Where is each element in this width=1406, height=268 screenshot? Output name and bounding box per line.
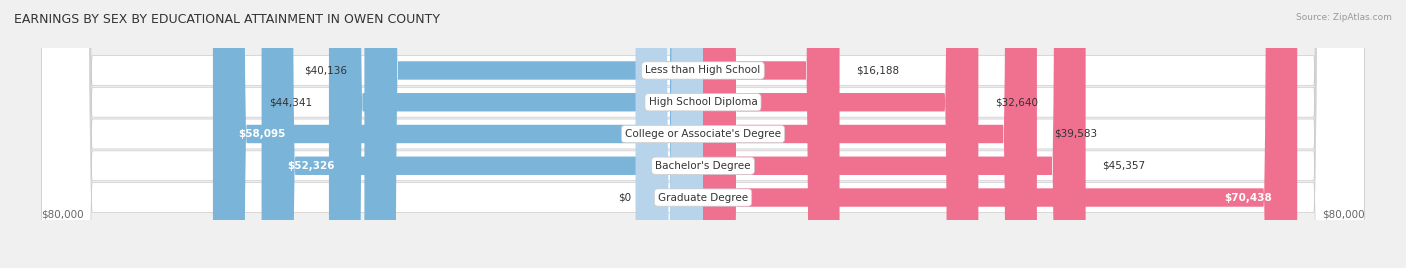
- Text: $0: $0: [619, 192, 631, 203]
- FancyBboxPatch shape: [703, 0, 979, 268]
- FancyBboxPatch shape: [703, 0, 839, 268]
- Text: $32,640: $32,640: [995, 97, 1038, 107]
- FancyBboxPatch shape: [703, 0, 1085, 268]
- Text: $44,341: $44,341: [269, 97, 312, 107]
- Text: $40,136: $40,136: [305, 65, 347, 76]
- FancyBboxPatch shape: [42, 0, 1364, 268]
- FancyBboxPatch shape: [42, 0, 1364, 268]
- Text: EARNINGS BY SEX BY EDUCATIONAL ATTAINMENT IN OWEN COUNTY: EARNINGS BY SEX BY EDUCATIONAL ATTAINMEN…: [14, 13, 440, 27]
- Text: $45,357: $45,357: [1102, 161, 1146, 171]
- Text: Source: ZipAtlas.com: Source: ZipAtlas.com: [1296, 13, 1392, 23]
- FancyBboxPatch shape: [703, 0, 1036, 268]
- Text: $80,000: $80,000: [42, 210, 84, 220]
- Text: $58,095: $58,095: [238, 129, 285, 139]
- Text: High School Diploma: High School Diploma: [648, 97, 758, 107]
- Text: $39,583: $39,583: [1053, 129, 1097, 139]
- Text: Bachelor's Degree: Bachelor's Degree: [655, 161, 751, 171]
- FancyBboxPatch shape: [42, 0, 1364, 268]
- FancyBboxPatch shape: [262, 0, 703, 268]
- FancyBboxPatch shape: [703, 0, 1298, 268]
- FancyBboxPatch shape: [42, 0, 1364, 268]
- FancyBboxPatch shape: [636, 0, 703, 268]
- FancyBboxPatch shape: [364, 0, 703, 268]
- FancyBboxPatch shape: [42, 0, 1364, 268]
- Text: $70,438: $70,438: [1225, 192, 1272, 203]
- Text: Graduate Degree: Graduate Degree: [658, 192, 748, 203]
- FancyBboxPatch shape: [329, 0, 703, 268]
- Text: Less than High School: Less than High School: [645, 65, 761, 76]
- FancyBboxPatch shape: [212, 0, 703, 268]
- Text: College or Associate's Degree: College or Associate's Degree: [626, 129, 780, 139]
- Text: $16,188: $16,188: [856, 65, 900, 76]
- Text: $80,000: $80,000: [1322, 210, 1364, 220]
- Text: $52,326: $52,326: [287, 161, 335, 171]
